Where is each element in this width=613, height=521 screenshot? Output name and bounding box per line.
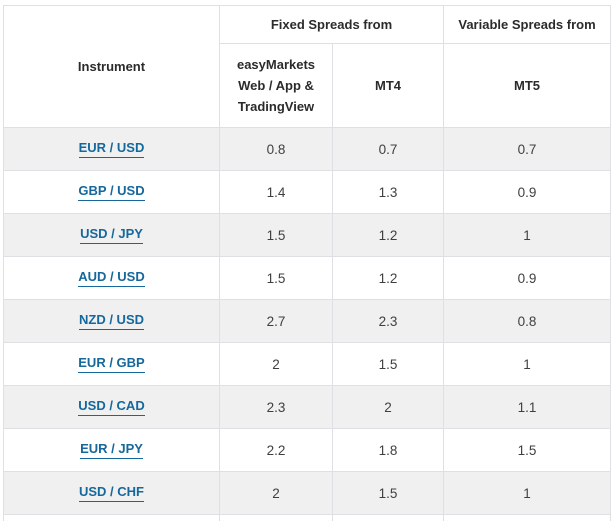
- table-row: NZD / USD 2.7 2.3 0.8: [3, 299, 611, 343]
- spread-mt4: 1.2: [332, 213, 444, 257]
- column-header-easymarkets: easyMarkets Web / App & TradingView: [219, 43, 333, 128]
- column-header-mt4: MT4: [332, 43, 444, 128]
- table-row: EUR / JPY 2.2 1.8 1.5: [3, 428, 611, 472]
- instrument-link[interactable]: AUD / USD: [78, 269, 145, 287]
- instrument-link[interactable]: USD / CHF: [79, 484, 144, 502]
- column-header-instrument: Instrument: [3, 5, 220, 128]
- spread-easymarkets: 2.7: [219, 299, 333, 343]
- spread-mt5: 0.9: [443, 170, 611, 214]
- spread-mt4: 2.3: [332, 299, 444, 343]
- spread-easymarkets: 1.5: [219, 213, 333, 257]
- spread-mt4: 1.5: [332, 471, 444, 515]
- table-row: GBP / USD 1.4 1.3 0.9: [3, 170, 611, 214]
- spread-mt5: 1: [443, 471, 611, 515]
- spreads-table: Instrument Fixed Spreads from Variable S…: [3, 5, 611, 521]
- instrument-cell: AUD / USD: [3, 256, 220, 300]
- empty-cell: [332, 514, 444, 521]
- column-header-mt5: MT5: [443, 43, 611, 128]
- instrument-cell: EUR / JPY: [3, 428, 220, 472]
- table-row: AUD / USD 1.5 1.2 0.9: [3, 256, 611, 300]
- spread-mt4: 0.7: [332, 127, 444, 171]
- empty-cell: [3, 514, 220, 521]
- instrument-cell: NZD / USD: [3, 299, 220, 343]
- table-row: USD / JPY 1.5 1.2 1: [3, 213, 611, 257]
- spread-mt5: 0.8: [443, 299, 611, 343]
- spread-mt4: 1.5: [332, 342, 444, 386]
- column-group-variable-spreads: Variable Spreads from: [443, 5, 611, 44]
- table-row: USD / CAD 2.3 2 1.1: [3, 385, 611, 429]
- spread-easymarkets: 2.3: [219, 385, 333, 429]
- instrument-cell: USD / CAD: [3, 385, 220, 429]
- spread-mt5: 1.1: [443, 385, 611, 429]
- instrument-link[interactable]: GBP / USD: [78, 183, 145, 201]
- instrument-cell: USD / JPY: [3, 213, 220, 257]
- instrument-cell: EUR / USD: [3, 127, 220, 171]
- table-row: USD / CHF 2 1.5 1: [3, 471, 611, 515]
- spread-mt5: 1.5: [443, 428, 611, 472]
- spread-easymarkets: 0.8: [219, 127, 333, 171]
- empty-cell: [219, 514, 333, 521]
- spread-mt5: 0.7: [443, 127, 611, 171]
- instrument-link[interactable]: EUR / JPY: [80, 441, 143, 459]
- spread-mt5: 0.9: [443, 256, 611, 300]
- instrument-cell: USD / CHF: [3, 471, 220, 515]
- table-row-partial: [3, 514, 611, 521]
- table-row: EUR / GBP 2 1.5 1: [3, 342, 611, 386]
- spread-mt5: 1: [443, 213, 611, 257]
- instrument-link[interactable]: NZD / USD: [79, 312, 144, 330]
- easymarkets-platform-label: easyMarkets Web / App & TradingView: [236, 57, 316, 114]
- instrument-link[interactable]: USD / CAD: [78, 398, 145, 416]
- spread-easymarkets: 2.2: [219, 428, 333, 472]
- instrument-cell: GBP / USD: [3, 170, 220, 214]
- instrument-link[interactable]: EUR / USD: [78, 140, 145, 158]
- instrument-cell: EUR / GBP: [3, 342, 220, 386]
- spread-easymarkets: 1.5: [219, 256, 333, 300]
- spread-easymarkets: 2: [219, 471, 333, 515]
- spread-mt4: 1.8: [332, 428, 444, 472]
- column-group-fixed-spreads: Fixed Spreads from: [219, 5, 444, 44]
- instrument-link[interactable]: EUR / GBP: [78, 355, 145, 373]
- spread-easymarkets: 2: [219, 342, 333, 386]
- spread-mt4: 1.2: [332, 256, 444, 300]
- spread-mt5: 1: [443, 342, 611, 386]
- spread-mt4: 1.3: [332, 170, 444, 214]
- instrument-link[interactable]: USD / JPY: [80, 226, 143, 244]
- empty-cell: [443, 514, 611, 521]
- spread-easymarkets: 1.4: [219, 170, 333, 214]
- table-row: EUR / USD 0.8 0.7 0.7: [3, 127, 611, 171]
- spread-mt4: 2: [332, 385, 444, 429]
